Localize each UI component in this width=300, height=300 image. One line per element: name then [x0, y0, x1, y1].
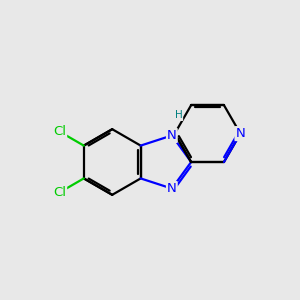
Text: N: N: [167, 129, 177, 142]
Text: N: N: [167, 182, 177, 195]
Text: Cl: Cl: [53, 125, 66, 138]
Text: H: H: [175, 110, 182, 120]
Text: N: N: [236, 127, 245, 140]
Text: Cl: Cl: [53, 186, 66, 199]
